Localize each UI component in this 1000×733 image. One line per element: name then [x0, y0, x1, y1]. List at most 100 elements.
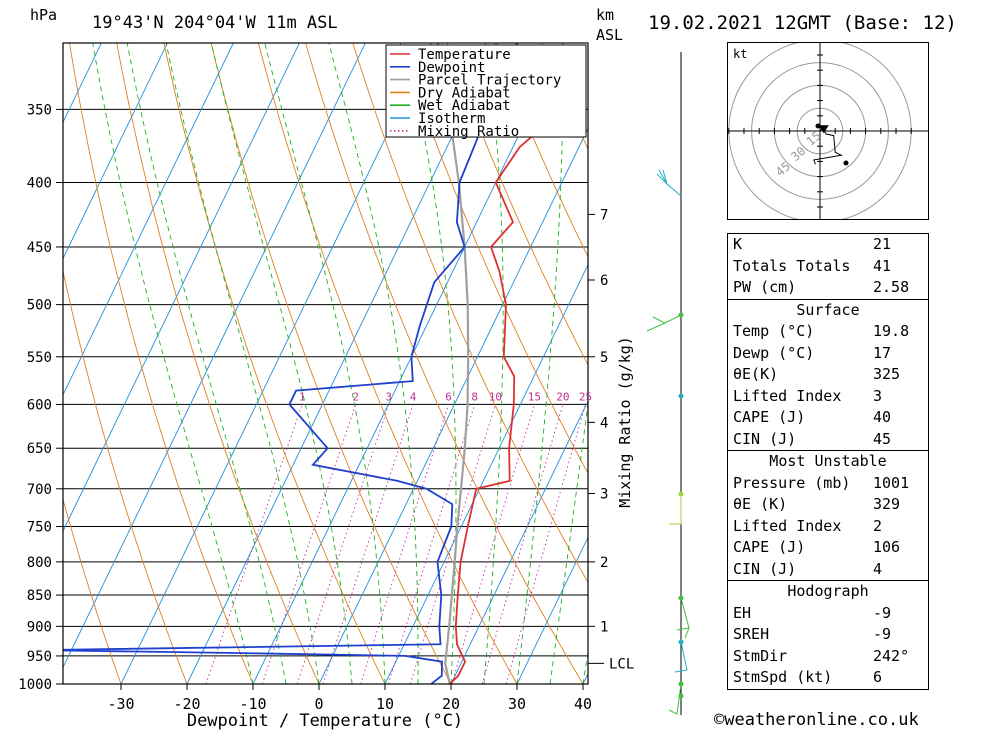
height-tick-label: 2 [600, 555, 608, 571]
mixing-ratio-label: 10 [489, 390, 502, 403]
isotherm-line [63, 43, 300, 533]
dry-adiabat-line [352, 43, 588, 584]
temperature-tick-label: -10 [239, 695, 266, 713]
mixing-ratio-line [481, 404, 564, 684]
hodograph-table-title: Hodograph [728, 580, 928, 603]
dry-adiabat-line [675, 25, 720, 684]
surface-label: CAPE (J) [733, 408, 806, 426]
mixing-ratio-line [505, 404, 586, 684]
surface-label: θE(K) [733, 365, 779, 383]
surface-value: 325 [873, 365, 901, 383]
height-tick-label: 7 [600, 207, 608, 223]
plot-frame [62, 42, 589, 685]
pressure-tick-label: 950 [27, 649, 52, 665]
skewt-chart: 1 2 3 4 6 8 10 15 20 25 3504004505005506006507007… [18, 6, 720, 731]
hodo-label: SREH [733, 625, 770, 643]
mixing-ratio-label: 25 [579, 390, 592, 403]
wet-adiabat-line [483, 43, 504, 684]
dry-adiabat-line [116, 43, 320, 684]
hodograph-ring-label: 15 [804, 129, 824, 149]
height-tick-label: 3 [600, 486, 608, 502]
temperature-tick-label: 10 [376, 695, 394, 713]
mu-label: Lifted Index [733, 516, 842, 535]
mixing-ratio-label: 2 [352, 390, 359, 403]
dry-adiabat-line [305, 43, 584, 684]
mixing-ratio-label: 15 [528, 390, 541, 403]
mixing-ratio-line [387, 404, 476, 684]
mu-value: 2 [873, 516, 883, 535]
hodograph-end-point [843, 160, 849, 166]
mixing-ratio-line [205, 404, 303, 684]
wet-adiabat-line [328, 43, 419, 684]
hodo-value: 6 [873, 668, 883, 686]
wind-profile [646, 52, 690, 715]
pressure-tick-label: 500 [27, 298, 52, 314]
wind-barb [656, 169, 682, 197]
mu-label: CIN (J) [733, 559, 797, 578]
dry-adiabat-line [257, 43, 518, 684]
mu-value: 106 [873, 538, 901, 556]
wind-barb [646, 314, 682, 332]
wind-barb [669, 494, 682, 525]
mixing-ratio-axis-label: Mixing Ratio (g/kg) [616, 336, 634, 508]
mu-label: Pressure (mb) [733, 473, 851, 492]
mixing-ratio-label: 6 [445, 390, 452, 403]
indices-panel: K 21 Totals Totals 41 PW (cm) 2.58 Surface … [727, 233, 929, 690]
pressure-unit-label: hPa [30, 6, 57, 24]
mixing-ratio-line [261, 404, 357, 684]
mixing-ratio-labels: 1 2 3 4 6 8 10 15 20 25 [299, 390, 592, 403]
temperature-tick-label: -20 [173, 695, 200, 713]
isotherm-line [516, 536, 588, 684]
index-label: K [733, 235, 743, 253]
wind-barb [676, 597, 690, 639]
pressure-tick-label: 1000 [18, 677, 52, 693]
hodograph-ring-label: 30 [788, 144, 808, 164]
index-value: 41 [873, 256, 892, 275]
mixing-ratio-label: 1 [299, 390, 306, 403]
dry-adiabat-line [69, 43, 254, 684]
pressure-axis: 350 400 450 500 550 600 650 700 750 800 850 900 950 1… [18, 102, 63, 693]
dry-adiabat-line [628, 25, 720, 684]
wind-barb [668, 683, 682, 715]
legend-label: Wet Adiabat [418, 98, 511, 114]
hodograph-ring-label: 45 [773, 159, 793, 179]
height-tick-label: 1 [600, 619, 608, 635]
index-label: PW (cm) [733, 278, 797, 296]
surface-title: Surface [728, 298, 928, 322]
credit-link[interactable]: ©weatheronline.co.uk [714, 710, 919, 730]
height-unit-sub-label: ASL [596, 26, 623, 44]
wet-adiabat-line [264, 43, 386, 684]
run-datetime: 19.02.2021 12GMT (Base: 12) [648, 12, 957, 34]
dry-adiabat-line [163, 43, 386, 684]
hodo-label: StmDir [733, 646, 788, 665]
dry-adiabat-line [63, 269, 188, 684]
x-axis-label: Dewpoint / Temperature (°C) [187, 711, 463, 731]
pressure-tick-label: 600 [27, 397, 52, 413]
wet-adiabat-line [582, 649, 588, 684]
height-tick-label: 6 [600, 273, 608, 289]
height-unit-label: km [596, 6, 614, 24]
hodo-value: 242° [873, 646, 910, 665]
legend-box [385, 44, 587, 138]
mixing-ratio-label: 20 [556, 390, 569, 403]
pressure-tick-label: 900 [27, 619, 52, 635]
hodo-label: EH [733, 603, 752, 622]
legend-label: Mixing Ratio [418, 124, 519, 140]
temperature-tick-label: 0 [314, 695, 323, 713]
isotherm-line [63, 43, 366, 669]
hodo-label: StmSpd (kt) [733, 668, 833, 686]
wet-adiabat-line [516, 43, 564, 684]
mu-value: 329 [873, 495, 901, 513]
isotherm-line [63, 43, 102, 124]
isotherm-line [649, 25, 720, 684]
surface-value: 40 [873, 408, 892, 426]
location-label: 19°43'N 204°04'W 11m ASL [92, 13, 338, 33]
profile-series [63, 43, 538, 684]
index-value: 2.58 [873, 278, 910, 296]
surface-value: 17 [873, 343, 892, 362]
wind-barb [674, 641, 688, 673]
temperature-tick-label: 40 [574, 695, 592, 713]
